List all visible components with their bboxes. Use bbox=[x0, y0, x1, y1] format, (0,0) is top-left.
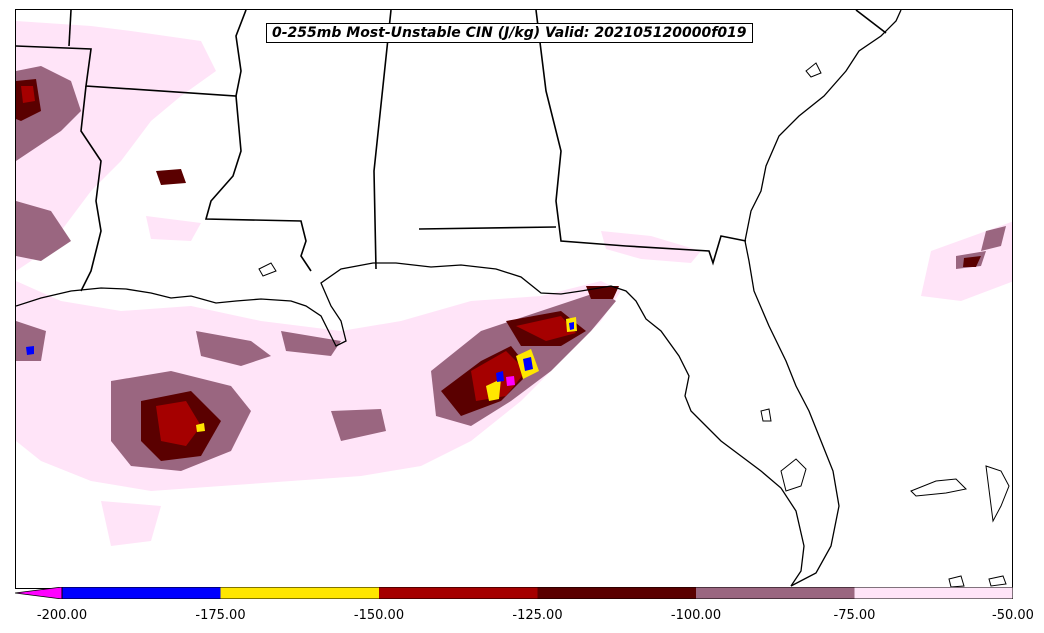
colorbar-extend-min bbox=[15, 587, 63, 599]
colorbar-segment bbox=[854, 587, 1013, 599]
colorbar-tick-label: -100.00 bbox=[670, 608, 722, 623]
colorbar-tick-label: -200.00 bbox=[36, 608, 88, 623]
colorbar bbox=[15, 587, 1013, 599]
colorbar-segment bbox=[62, 587, 221, 599]
lakes-islands bbox=[258, 62, 1010, 588]
cin-map bbox=[16, 10, 1012, 588]
cin-field-blue bbox=[26, 322, 574, 382]
colorbar-tick-label: -125.00 bbox=[512, 608, 563, 623]
colorbar-segment bbox=[379, 587, 538, 599]
colorbar-tick-label: -75.00 bbox=[833, 608, 876, 623]
colorbar-tick-label: -150.00 bbox=[353, 608, 405, 623]
coastline bbox=[16, 10, 902, 587]
colorbar-tick-label: -175.00 bbox=[195, 608, 246, 623]
cin-field-magenta bbox=[506, 376, 515, 386]
colorbar-segment bbox=[537, 587, 696, 599]
map-title: 0-255mb Most-Unstable CIN (J/kg) Valid: … bbox=[266, 23, 753, 43]
map-panel: 0-255mb Most-Unstable CIN (J/kg) Valid: … bbox=[15, 9, 1013, 589]
colorbar-segment bbox=[220, 587, 379, 599]
colorbar-tick-label: -50.00 bbox=[992, 608, 1034, 623]
state-borders bbox=[16, 10, 887, 292]
colorbar-segment bbox=[696, 587, 855, 599]
